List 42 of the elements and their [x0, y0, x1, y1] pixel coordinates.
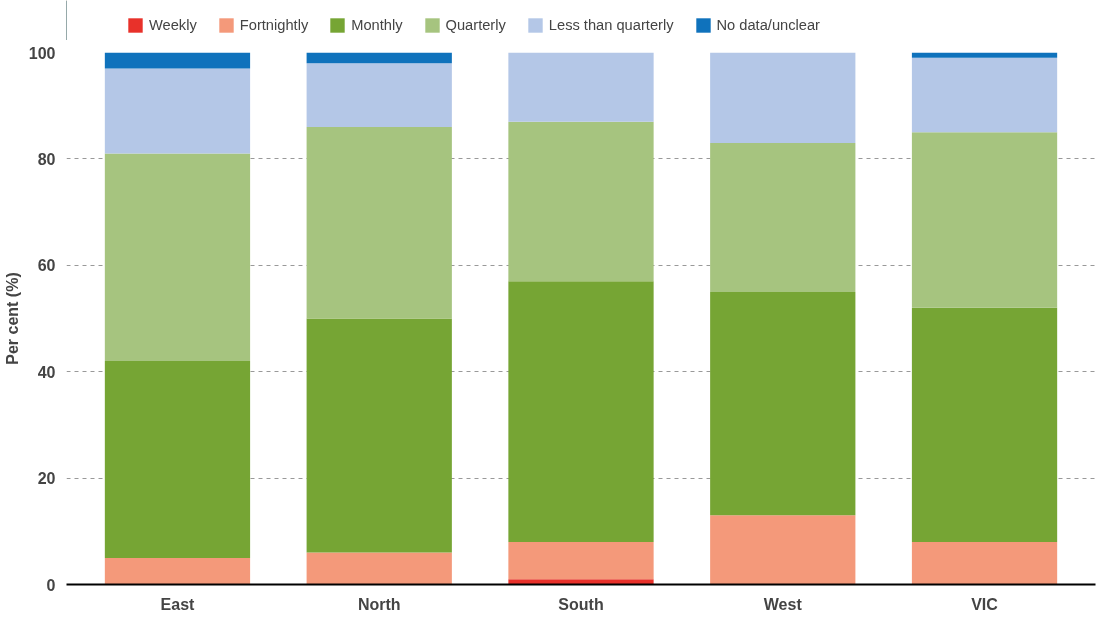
- bar: [104, 68, 251, 154]
- y-tick-label: 80: [37, 150, 56, 168]
- bar: [911, 57, 1058, 133]
- bar: [710, 291, 856, 516]
- bar: [104, 52, 251, 69]
- y-tick-label: 20: [37, 470, 56, 488]
- bar: [508, 281, 654, 542]
- y-tick-label: 100: [28, 44, 56, 62]
- legend-label: No data/unclear: [716, 17, 820, 33]
- legend-label: Weekly: [149, 17, 197, 33]
- bar: [710, 52, 856, 143]
- bar: [508, 579, 654, 585]
- bar: [710, 515, 856, 585]
- bar: [306, 52, 452, 64]
- legend-label: Monthly: [351, 17, 403, 33]
- bar: [306, 552, 452, 585]
- y-tick-label: 40: [37, 363, 56, 381]
- legend-label: Quarterly: [445, 17, 506, 33]
- bar: [710, 142, 856, 292]
- y-tick-label: 60: [37, 257, 56, 275]
- bar: [104, 557, 251, 585]
- legend-label: Fortnightly: [239, 17, 309, 33]
- x-tick-label: South: [558, 595, 604, 613]
- x-tick-label: North: [357, 595, 401, 613]
- x-tick-label: West: [763, 595, 803, 613]
- bar: [911, 132, 1058, 308]
- bar: [911, 52, 1058, 58]
- bar: [508, 121, 654, 282]
- bar: [911, 541, 1058, 585]
- bar: [104, 361, 251, 558]
- bar: [911, 307, 1058, 542]
- bar: [508, 541, 654, 580]
- bar: [306, 126, 452, 319]
- bar: [104, 153, 251, 362]
- bar: [306, 63, 452, 127]
- x-tick-label: East: [160, 595, 196, 613]
- y-tick-label: 0: [46, 576, 56, 594]
- bar: [508, 52, 654, 122]
- y-axis-title: Per cent (%): [3, 272, 21, 365]
- legend-label: Less than quarterly: [548, 17, 674, 33]
- x-tick-label: VIC: [971, 595, 999, 613]
- bar: [306, 318, 452, 553]
